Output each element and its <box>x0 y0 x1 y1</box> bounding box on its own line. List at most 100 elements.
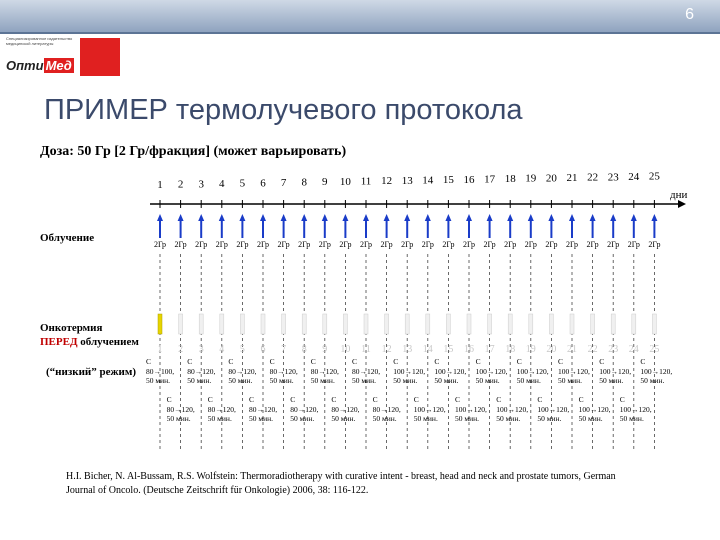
session-letter-15: С <box>434 357 439 366</box>
logo-brand-part2: Мед <box>43 58 74 73</box>
session-letter-9: С <box>311 357 316 366</box>
session-duration-17: 50 мин. <box>476 376 500 385</box>
session-dose-5: 80→120, <box>228 367 256 376</box>
irradiation-arrowhead-1 <box>157 214 163 221</box>
row-label-hyperthermia: Онкотермия <box>40 322 103 334</box>
ghost-day-13: 13 <box>402 344 412 355</box>
fraction-label-1: 2Гр <box>154 240 166 249</box>
session-dose-24: 100→120, <box>620 405 652 414</box>
hyperthermia-marker-11 <box>363 313 369 335</box>
irradiation-arrowhead-12 <box>383 214 390 221</box>
session-dose-12: 80→120, <box>373 405 401 414</box>
irradiation-arrowhead-21 <box>569 214 575 221</box>
day-label-7: 7 <box>281 177 287 189</box>
session-dose-25: 100→120, <box>640 367 672 376</box>
session-dose-2: 80→120, <box>167 405 195 414</box>
ghost-day-8: 8 <box>302 344 307 355</box>
session-dose-8: 80→120, <box>290 405 318 414</box>
session-dose-19: 100→120, <box>517 367 549 376</box>
irradiation-arrowhead-11 <box>363 214 369 221</box>
day-label-22: 22 <box>587 172 598 184</box>
session-dose-4: 80→120, <box>208 405 236 414</box>
fraction-label-13: 2Гр <box>401 240 413 249</box>
day-label-4: 4 <box>219 178 225 190</box>
ghost-day-5: 5 <box>240 344 245 355</box>
hyperthermia-marker-23 <box>610 313 616 335</box>
ghost-day-20: 20 <box>546 344 556 355</box>
row-label-irradiation: Облучение <box>40 232 95 244</box>
hyperthermia-marker-5 <box>240 313 245 335</box>
session-letter-14: С <box>414 395 419 404</box>
hyperthermia-marker-6 <box>260 313 266 335</box>
session-letter-23: С <box>599 357 604 366</box>
fraction-label-3: 2Гр <box>195 240 207 249</box>
fraction-label-5: 2Гр <box>236 240 248 249</box>
hyperthermia-marker-19 <box>528 313 534 335</box>
session-dose-17: 100→120, <box>476 367 508 376</box>
ghost-day-25: 25 <box>649 344 659 355</box>
fraction-label-22: 2Гр <box>587 240 599 249</box>
hyperthermia-marker-4 <box>219 313 225 335</box>
session-duration-16: 50 мин. <box>455 414 479 423</box>
session-duration-24: 50 мин. <box>620 414 644 423</box>
session-dose-3: 80→120, <box>187 367 215 376</box>
irradiation-arrowhead-25 <box>651 214 658 221</box>
session-duration-25: 50 мин. <box>640 376 664 385</box>
day-label-9: 9 <box>322 176 328 188</box>
irradiation-arrowhead-4 <box>218 214 225 221</box>
session-letter-13: С <box>393 357 398 366</box>
hyperthermia-marker-8 <box>301 313 307 335</box>
session-duration-21: 50 мин. <box>558 376 582 385</box>
session-letter-19: С <box>517 357 522 366</box>
ghost-day-15: 15 <box>443 344 453 355</box>
session-duration-1: 50 мин. <box>146 376 170 385</box>
session-dose-14: 100→120, <box>414 405 446 414</box>
day-label-5: 5 <box>240 178 246 190</box>
slide-number: 6 <box>685 6 694 23</box>
day-label-11: 11 <box>361 176 372 188</box>
session-duration-12: 50 мин. <box>373 414 397 423</box>
session-duration-8: 50 мин. <box>290 414 314 423</box>
fraction-label-7: 2Гр <box>278 240 290 249</box>
day-label-8: 8 <box>301 177 307 189</box>
hyperthermia-marker-10 <box>343 313 348 335</box>
ghost-day-1: 1 <box>158 344 163 355</box>
session-letter-2: С <box>167 395 172 404</box>
session-letter-12: С <box>373 395 378 404</box>
fraction-label-15: 2Гр <box>442 240 454 249</box>
ghost-day-7: 7 <box>281 344 286 355</box>
fraction-label-24: 2Гр <box>628 240 640 249</box>
session-dose-15: 100→120, <box>434 367 466 376</box>
day-label-17: 17 <box>484 173 496 185</box>
session-duration-9: 50 мин. <box>311 376 335 385</box>
irradiation-arrowhead-24 <box>630 214 637 221</box>
fraction-label-16: 2Гр <box>463 240 475 249</box>
session-letter-18: С <box>496 395 501 404</box>
session-letter-20: С <box>537 395 542 404</box>
day-label-16: 16 <box>464 174 476 186</box>
day-label-15: 15 <box>443 174 455 186</box>
hyperthermia-marker-18 <box>507 313 513 335</box>
session-duration-23: 50 мин. <box>599 376 623 385</box>
session-letter-11: С <box>352 357 357 366</box>
before-label-suffix: облучением <box>77 336 139 348</box>
session-dose-1: 80→100, <box>146 367 174 376</box>
irradiation-arrowhead-3 <box>198 214 205 221</box>
session-letter-16: С <box>455 395 460 404</box>
header-divider <box>0 32 720 34</box>
irradiation-arrowhead-22 <box>589 214 596 221</box>
irradiation-arrowhead-13 <box>404 214 411 221</box>
hyperthermia-marker-3 <box>198 313 204 335</box>
fraction-label-12: 2Гр <box>381 240 393 249</box>
session-duration-19: 50 мин. <box>517 376 541 385</box>
time-axis-arrow <box>678 200 686 208</box>
fraction-label-9: 2Гр <box>319 240 331 249</box>
session-dose-9: 80→120, <box>311 367 339 376</box>
day-label-2: 2 <box>178 179 184 191</box>
hyperthermia-marker-20 <box>549 313 554 335</box>
irradiation-arrowhead-23 <box>610 214 617 221</box>
session-dose-13: 100→120, <box>393 367 425 376</box>
day-label-3: 3 <box>198 178 204 190</box>
session-dose-11: 80→120, <box>352 367 380 376</box>
fraction-label-2: 2Гр <box>175 240 187 249</box>
